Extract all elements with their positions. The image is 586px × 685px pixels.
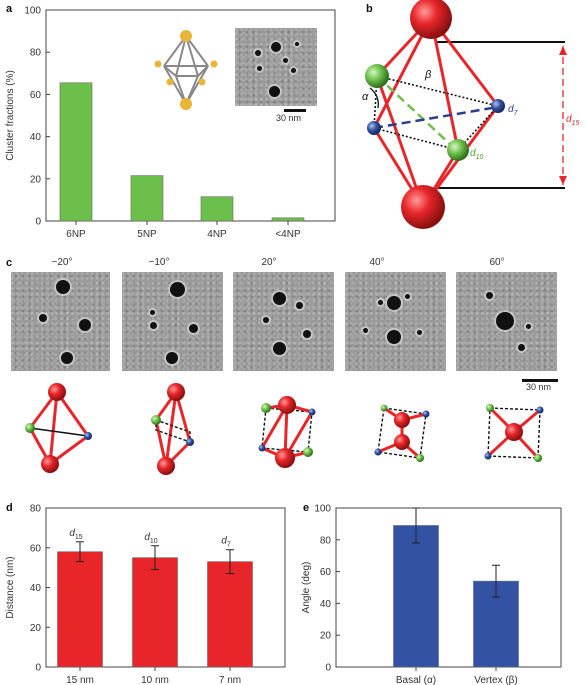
bar-data-label-d: d (221, 536, 227, 547)
bar-data-label-sub: 15 (75, 534, 83, 541)
tilt-angle-1: −20° (51, 257, 73, 268)
d7-sub: 7 (514, 110, 519, 117)
chart-a-cluster-fractions: 0 20 40 60 80 100 Cluster fractions (%) 6NP 5NP 4… (5, 6, 336, 240)
bar-data-label: d7 (221, 536, 231, 549)
bar-data-label-sub: 7 (227, 542, 231, 549)
y-tick-label: 100 (24, 6, 41, 17)
bar-1 (132, 557, 178, 668)
bar-data-label: d15 (69, 528, 82, 541)
plot-frame (335, 507, 562, 668)
bar-0 (393, 525, 439, 668)
y-tick-label: 0 (325, 663, 331, 674)
d7-label: d (508, 104, 514, 115)
svg-text:d7: d7 (508, 104, 519, 117)
d10-label: d (470, 148, 476, 159)
inset-tem-image (235, 28, 317, 106)
x-tick-label: Basal (α) (396, 675, 436, 685)
tem-image-5 (456, 272, 557, 371)
tilt-scale-bar (522, 379, 558, 382)
bar-data-label-sub: 10 (150, 538, 158, 545)
bar-2 (207, 561, 253, 668)
d15-sub: 15 (572, 120, 580, 127)
x-tick-label: 7 nm (219, 675, 241, 685)
y-tick-label: 20 (30, 174, 42, 185)
inset-scale-bar (284, 109, 306, 112)
panel-letter-c: c (6, 257, 13, 269)
tilt-angle-2: −10° (148, 257, 170, 268)
tilt-scale-label: 30 nm (526, 382, 552, 392)
x-tick-label: 10 nm (141, 675, 169, 685)
y-tick-label: 20 (30, 623, 42, 634)
bar-1 (130, 175, 164, 222)
octahedron-schematic: β α d7 d10 d15 (362, 0, 579, 229)
x-tick-label: <4NP (275, 229, 301, 240)
bar-data-label-d: d (69, 528, 75, 539)
y-tick-label: 0 (35, 217, 41, 228)
y-tick-label: 80 (320, 535, 332, 546)
bar-0 (57, 551, 103, 668)
tilt-angle-3: 20° (261, 257, 277, 268)
bar-0 (59, 82, 93, 222)
tem-image-1 (11, 272, 110, 371)
x-tick-label: 4NP (207, 229, 227, 240)
svg-text:d15: d15 (566, 114, 579, 127)
y-tick-label: 0 (35, 663, 41, 674)
plot-frame (45, 9, 336, 222)
tilted-octahedra-models (25, 383, 544, 475)
y-tick-label: 80 (30, 48, 42, 59)
bar-data-label: d10 (144, 532, 157, 545)
y-tick-label: 100 (314, 504, 331, 515)
y-tick-label: 40 (30, 132, 42, 143)
d10-sub: 10 (476, 154, 484, 161)
y-axis-label: Cluster fractions (%) (5, 70, 16, 161)
bar-data-label-d: d (144, 532, 150, 543)
chart-e-angle: 0 20 40 60 80 100 Angle (deg) Basal (α) Vertex (… (301, 504, 562, 685)
bar-2 (200, 196, 234, 222)
svg-text:d10: d10 (470, 148, 483, 161)
x-tick-label: Vertex (β) (474, 675, 518, 685)
y-tick-label: 40 (320, 599, 332, 610)
tilt-angle-4: 40° (369, 257, 385, 268)
inset-scale-label: 30 nm (276, 113, 302, 123)
octahedron-cluster-icon (154, 30, 218, 110)
x-tick-label: 15 nm (66, 675, 94, 685)
beta-label: β (424, 69, 432, 81)
bar-3 (271, 217, 305, 222)
y-tick-label: 80 (30, 504, 42, 515)
y-tick-label: 60 (30, 543, 42, 554)
panel-letter-e: e (303, 502, 310, 514)
tem-image-2 (122, 272, 223, 371)
x-tick-label: 6NP (66, 229, 86, 240)
panel-letter-d: d (6, 502, 13, 514)
y-axis-label: Distance (nm) (5, 556, 16, 618)
alpha-label: α (362, 91, 369, 103)
y-axis-label: Angle (deg) (301, 562, 312, 614)
panel-letter-b: b (366, 3, 373, 15)
tilt-angle-5: 60° (489, 257, 505, 268)
y-tick-label: 20 (320, 631, 332, 642)
d15-label: d (566, 114, 572, 125)
tem-image-3 (233, 272, 334, 371)
y-tick-label: 40 (30, 583, 42, 594)
y-tick-label: 60 (320, 567, 332, 578)
y-tick-label: 60 (30, 90, 42, 101)
x-tick-label: 5NP (137, 229, 157, 240)
tem-image-4 (345, 272, 446, 371)
panel-letter-a: a (6, 3, 13, 15)
